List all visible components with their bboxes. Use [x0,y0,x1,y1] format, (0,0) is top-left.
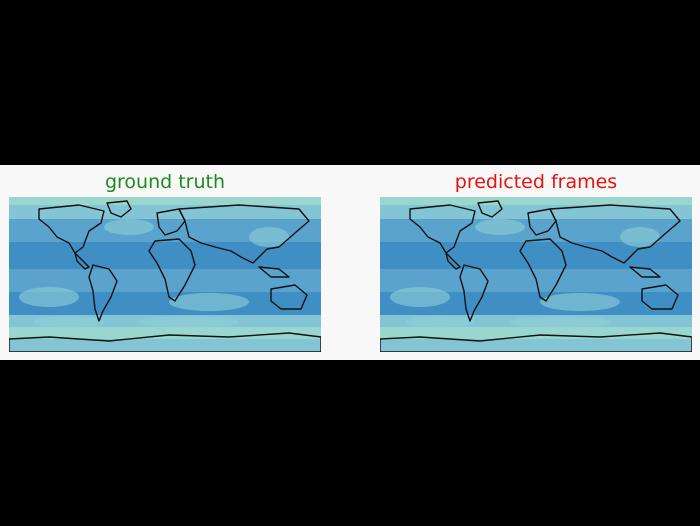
field-blotch [405,316,475,328]
coastline [258,266,290,278]
ground-truth-title: ground truth [104,171,226,193]
predicted-frames-title: predicted frames [454,171,618,193]
field-band [9,197,321,205]
coastline [270,284,308,310]
ground-truth-frame: ground truth [9,165,321,360]
coastline [459,264,489,322]
field-blotch [169,293,249,311]
field-blotch [19,287,79,307]
coastline [9,332,321,352]
world-map-group [380,197,692,352]
coastline [178,204,310,264]
predicted-frames-map [380,197,692,352]
field-blotch [510,316,610,328]
field-blotch [34,316,104,328]
coastline [519,238,567,302]
coastline [549,204,681,264]
field-blotch [249,227,289,247]
field-blotch [620,227,660,247]
coastline [445,252,461,270]
coastline [74,252,90,270]
field-blotch [390,287,450,307]
field-blotch [475,219,525,235]
coastline [380,332,692,352]
field-blotch [139,316,239,328]
coastline [38,204,105,254]
ground-truth-map [9,197,321,352]
coastline [409,204,476,254]
coastline [629,266,661,278]
coastline [148,238,196,302]
world-map-group [9,197,321,352]
coastline [106,200,132,218]
field-blotch [540,293,620,311]
coastline [477,200,503,218]
coastline [641,284,679,310]
field-band [380,339,692,352]
field-band [9,339,321,352]
coastline [88,264,118,322]
field-band [380,197,692,205]
figure-panel: ground truth predicted frames [0,165,700,360]
field-blotch [104,219,154,235]
predicted-frames-frame: predicted frames [380,165,692,360]
